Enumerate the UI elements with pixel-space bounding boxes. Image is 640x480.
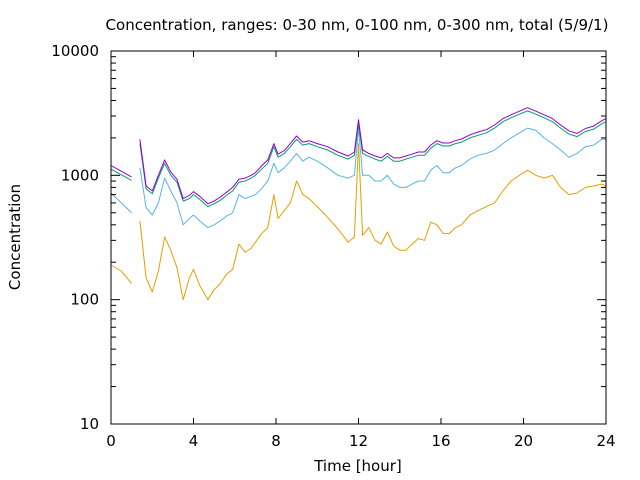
y-tick-label: 1000 [61, 166, 99, 184]
series-line-3 [110, 110, 607, 208]
plot-frame [110, 50, 607, 425]
series-line-2 [110, 127, 606, 229]
x-axis-label: Time [hour] [313, 457, 402, 475]
chart-title: Concentration, ranges: 0-30 nm, 0-100 nm… [106, 16, 609, 34]
x-tick-label: 16 [431, 432, 450, 450]
axis-ticks: 0 4 8 12 16 20 24 10 100 1000 10000 [51, 42, 615, 450]
x-tick-label: 24 [596, 432, 615, 450]
series-lines [110, 107, 607, 301]
y-tick-label: 100 [70, 291, 99, 309]
x-tick-label: 12 [349, 432, 368, 450]
x-tick-label: 20 [514, 432, 533, 450]
y-tick-label: 10 [80, 415, 99, 433]
x-tick-label: 8 [271, 432, 281, 450]
x-tick-label: 4 [189, 432, 199, 450]
y-axis-label: Concentration [6, 184, 24, 290]
series-line-4 [110, 107, 607, 205]
y-tick-label: 10000 [51, 42, 99, 60]
x-tick-label: 0 [106, 432, 116, 450]
series-line-1 [110, 143, 607, 301]
